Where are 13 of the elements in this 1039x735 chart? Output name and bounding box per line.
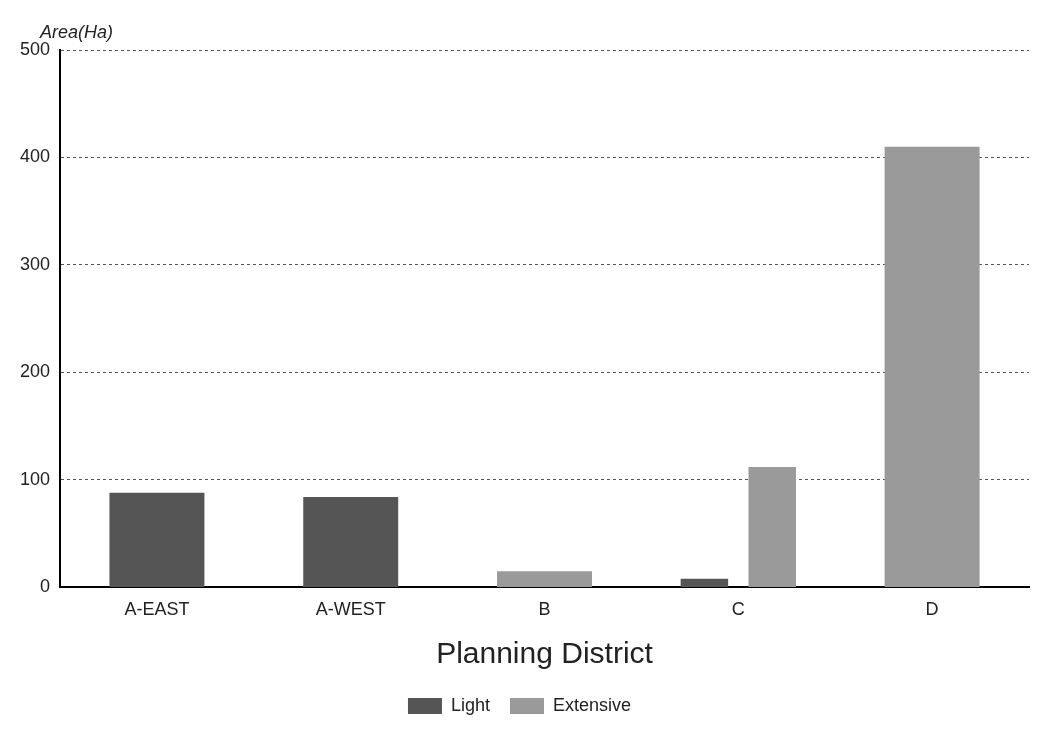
y-tick-label: 0	[40, 576, 51, 597]
y-tick-label: 200	[19, 361, 51, 382]
y-tick-label: 300	[19, 253, 51, 274]
x-axis-title: Planning District	[436, 636, 654, 670]
legend-label: Light	[450, 694, 491, 715]
legend-label: Extensive	[553, 694, 632, 715]
y-tick-label: 400	[19, 146, 51, 167]
x-tick-label: C	[731, 599, 745, 620]
x-tick-label: A-WEST	[315, 599, 386, 620]
x-tick-label: D	[925, 599, 939, 620]
y-tick-label: 100	[19, 468, 51, 489]
x-tick-label: A-EAST	[124, 599, 190, 620]
x-tick-label: B	[538, 599, 551, 620]
